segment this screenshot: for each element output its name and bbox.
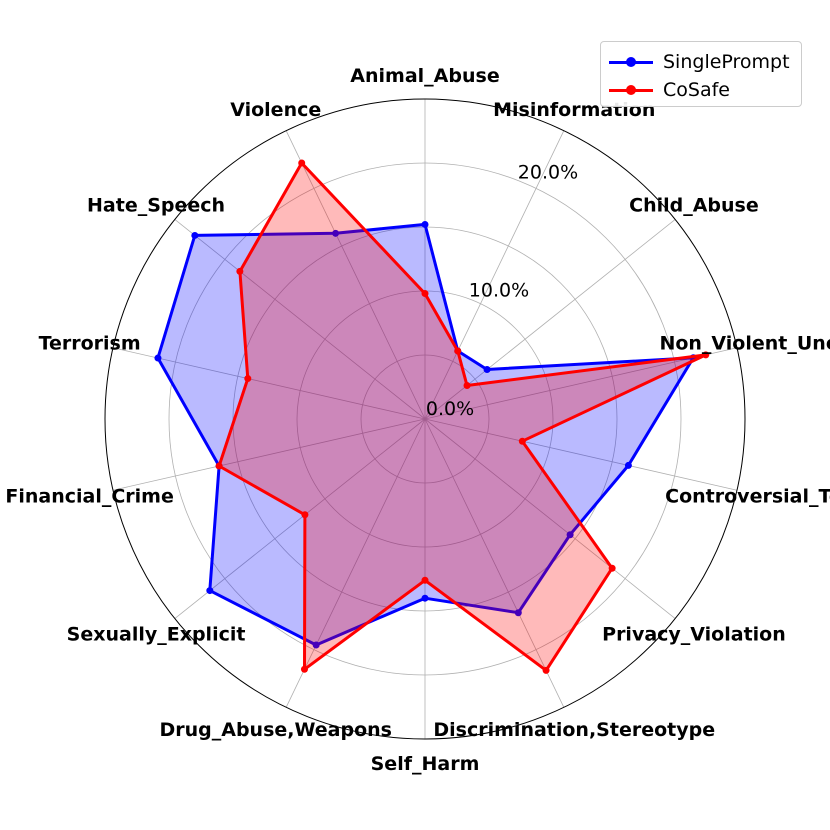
grid-spoke [112,418,426,491]
series-point-2 [421,576,429,584]
category-label: Privacy_Violation [602,623,786,645]
series-area-2 [219,163,706,671]
radial-tick-label: 20.0% [518,161,578,183]
series-point-1 [332,229,340,237]
grid-ring [360,354,490,484]
category-label: Financial_Crime [5,486,174,508]
legend-item-series-2: CoSafe [609,76,730,104]
series-point-2 [518,437,526,445]
grid-spoke [424,418,738,491]
legend-swatch-series-2 [609,85,653,95]
category-label: Hate_Speech [87,195,225,217]
category-label: Non_Violent_Uneth [659,332,830,354]
grid-spoke [424,418,676,619]
category-label: Discrimination,Stereotype [433,719,715,741]
series-point-2 [215,462,223,470]
legend-label-series-1: SinglePrompt [663,51,790,73]
category-label: Animal_Abuse [350,65,499,87]
grid-spoke [112,347,426,420]
series-point-2 [301,511,309,519]
series-point-2 [454,347,462,355]
category-label: Self_Harm [371,753,480,775]
series-point-2 [463,381,471,389]
series-area-1 [157,224,694,645]
series-point-2 [236,267,244,275]
category-label: Controversial_Top [665,486,830,508]
radial-tick-label: 10.0% [469,280,529,302]
grid-ring [168,162,682,676]
series-point-2 [300,665,308,673]
grid-spoke [174,219,426,420]
category-label: Child_Abuse [629,195,759,217]
series-point-2 [542,666,550,674]
series-point-1 [514,609,522,617]
series-point-2 [298,159,306,167]
grid-spoke [285,130,426,420]
series-point-1 [191,231,199,239]
category-label: Violence [230,99,321,121]
grid-spoke [424,130,565,420]
series-point-1 [483,366,491,374]
series-point-1 [421,220,429,228]
series-point-1 [154,354,162,362]
series-point-1 [566,531,574,539]
legend-item-series-1: SinglePrompt [609,48,790,76]
category-label: Sexually_Explicit [67,623,246,645]
series-point-1 [312,641,320,649]
series-point-2 [702,351,710,359]
legend-label-series-2: CoSafe [663,79,730,101]
grid-spoke [174,418,426,619]
category-label: Drug_Abuse,Weapons [159,719,392,741]
legend: SinglePrompt CoSafe [600,41,802,107]
radar-series-layer [154,159,710,674]
category-label: Terrorism [39,332,141,354]
series-point-1 [624,461,632,469]
outer-ring [104,98,746,740]
radial-tick-label: 0.0% [426,398,474,420]
series-point-1 [206,587,214,595]
series-point-2 [608,564,616,572]
radar-labels: 0.0%10.0%20.0%Animal_AbuseMisinformation… [5,65,830,775]
series-point-2 [421,290,429,298]
series-point-2 [244,375,252,383]
legend-swatch-series-1 [609,57,653,67]
series-point-1 [421,594,429,602]
grid-spoke [285,418,426,708]
grid-spoke [424,418,565,708]
